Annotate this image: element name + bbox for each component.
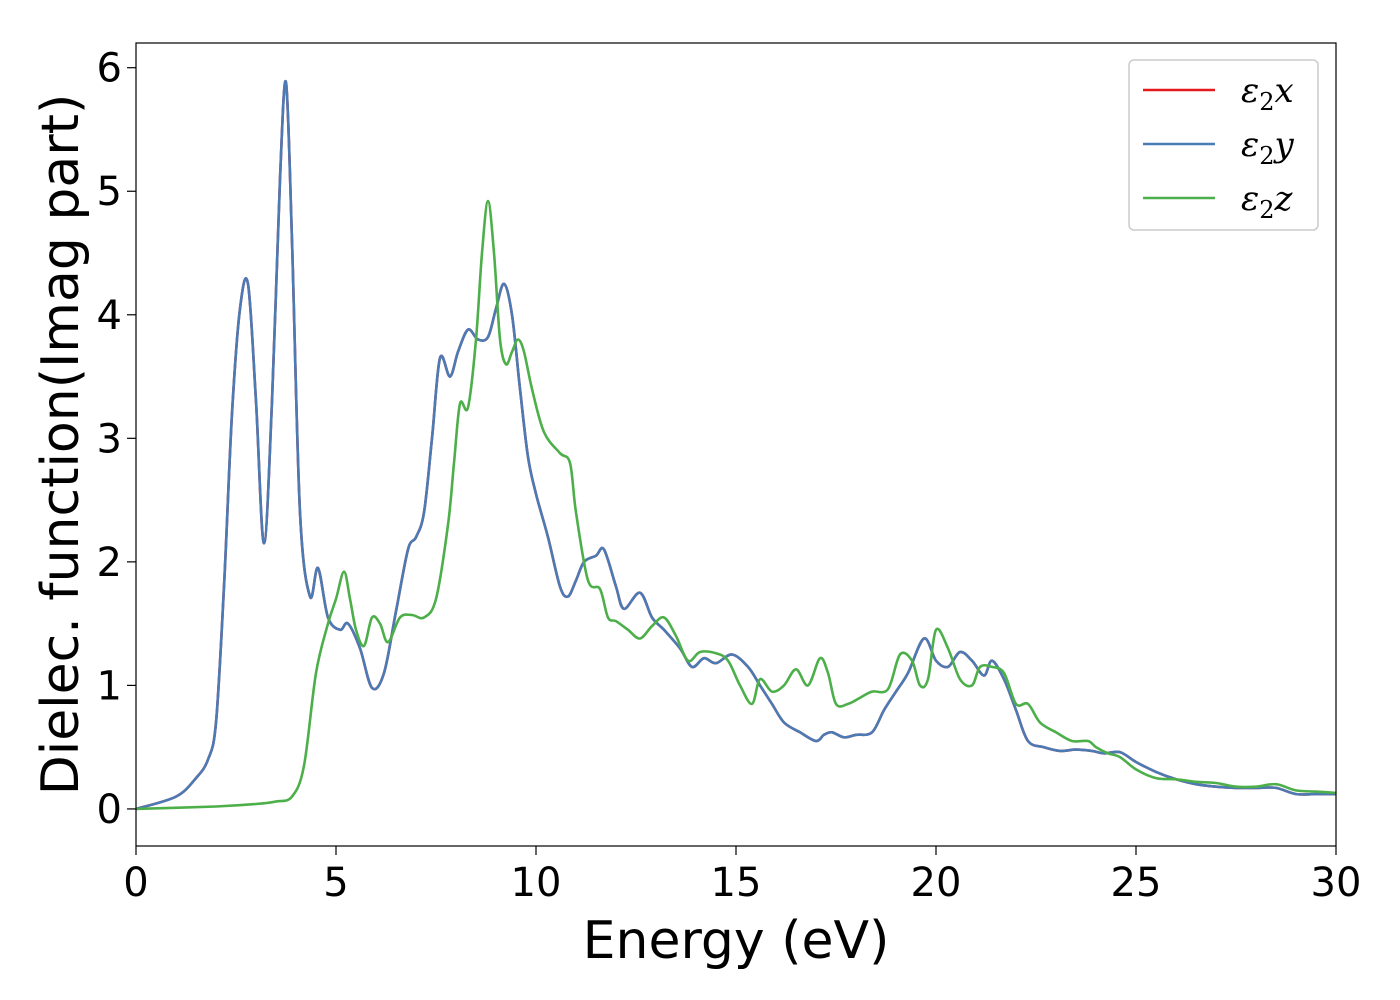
legend-entry-z: ε2z (1143, 179, 1294, 224)
y-tick-label: 0 (97, 787, 122, 833)
series-layer (136, 79, 1336, 811)
y-axis-ticks: 0 1 2 3 4 5 6 (97, 46, 136, 833)
x-axis-label: Energy (eV) (583, 911, 890, 971)
legend-entry-y: ε2y (1143, 125, 1295, 170)
series-line-z (136, 199, 1336, 811)
y-tick-label: 6 (97, 46, 122, 92)
x-tick-label: 0 (123, 860, 148, 906)
legend-entry-x: ε2x (1143, 71, 1294, 116)
x-tick-label: 5 (323, 860, 348, 906)
y-tick-label: 3 (97, 416, 122, 462)
y-tick-label: 2 (97, 540, 122, 586)
x-tick-label: 20 (911, 860, 962, 906)
y-tick-label: 5 (97, 169, 122, 215)
legend-label: ε2x (1241, 71, 1294, 116)
series-line-y (136, 79, 1336, 811)
y-tick-label: 4 (97, 293, 122, 339)
legend: ε2x ε2y ε2z (1128, 59, 1319, 231)
x-axis-ticks: 0 5 10 15 20 25 30 (123, 846, 1361, 906)
x-tick-label: 15 (711, 860, 762, 906)
legend-label: ε2z (1241, 179, 1294, 224)
y-tick-label: 1 (97, 663, 122, 709)
legend-items: ε2x ε2y ε2z (1143, 71, 1295, 224)
legend-label: ε2y (1241, 125, 1295, 170)
y-axis-label: Dielec. function(Imag part) (31, 94, 91, 796)
x-tick-label: 25 (1111, 860, 1162, 906)
legend-box (1128, 59, 1319, 231)
x-tick-label: 30 (1311, 860, 1362, 906)
x-tick-label: 10 (511, 860, 562, 906)
